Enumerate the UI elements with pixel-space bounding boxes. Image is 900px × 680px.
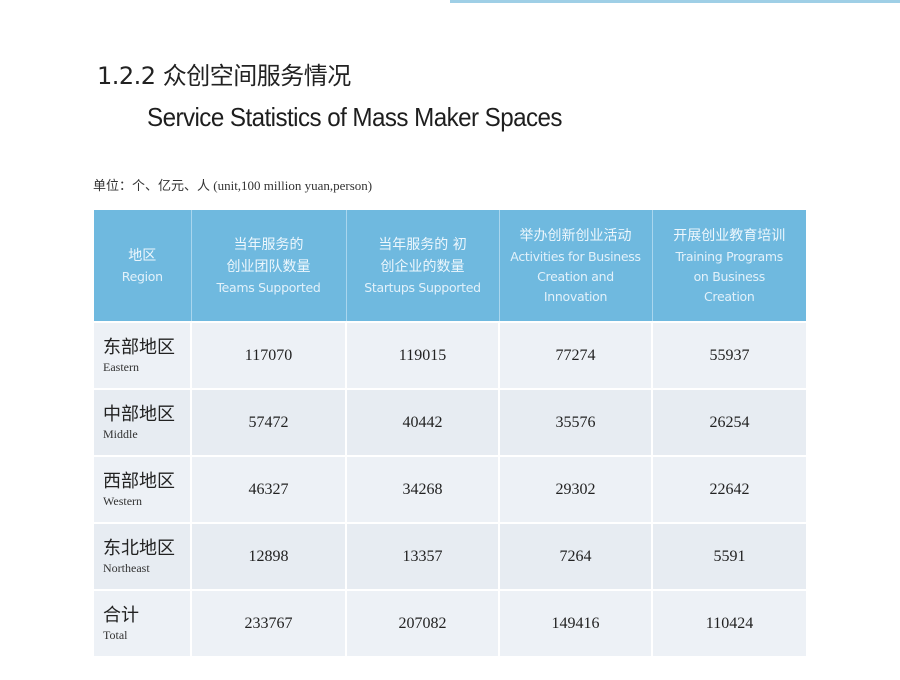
region-name-en: Northeast xyxy=(103,560,150,575)
teams-cell: 57472 xyxy=(191,388,347,456)
table-row-western: 西部地区 Western 46327 34268 29302 22642 xyxy=(94,455,806,523)
table-row-total: 合计 Total 233767 207082 149416 110424 xyxy=(94,589,806,656)
table-row-northeast: 东北地区 Northeast 12898 13357 7264 5591 xyxy=(94,522,806,590)
region-name-zh: 合计 xyxy=(103,604,139,625)
teams-cell: 117070 xyxy=(191,321,347,389)
column-header-zh: 举办创新创业活动 xyxy=(519,227,632,244)
region-name-en: Eastern xyxy=(103,359,139,374)
table-header-row: 地区 Region 当年服务的 创业团队数量 Teams Supported 当… xyxy=(94,210,806,322)
column-header-zh: 当年服务的 创业团队数量 xyxy=(226,236,311,275)
section-title-en: Service Statistics of Mass Maker Spaces xyxy=(147,102,563,132)
region-cell: 中部地区 Middle xyxy=(94,388,192,456)
startups-cell: 207082 xyxy=(346,589,500,656)
region-cell: 东北地区 Northeast xyxy=(94,522,192,590)
column-header-startups: 当年服务的 初创企业的数量 Startups Supported xyxy=(346,210,500,322)
column-header-region: 地区 Region xyxy=(94,210,192,322)
column-header-en: Activities for Business Creation and Inn… xyxy=(510,248,641,304)
column-header-training: 开展创业教育培训 Training Programs on Business C… xyxy=(652,210,806,322)
activities-cell: 35576 xyxy=(499,388,653,456)
startups-cell: 40442 xyxy=(346,388,500,456)
training-cell: 26254 xyxy=(652,388,806,456)
activities-cell: 29302 xyxy=(499,455,653,523)
activities-cell: 77274 xyxy=(499,321,653,389)
startups-cell: 119015 xyxy=(346,321,500,389)
training-cell: 110424 xyxy=(652,589,806,656)
teams-cell: 46327 xyxy=(191,455,347,523)
region-cell: 西部地区 Western xyxy=(94,455,192,523)
column-header-en: Training Programs on Business Creation xyxy=(675,248,784,304)
training-cell: 5591 xyxy=(652,522,806,590)
column-header-teams: 当年服务的 创业团队数量 Teams Supported xyxy=(191,210,347,322)
table-row-eastern: 东部地区 Eastern 117070 119015 77274 55937 xyxy=(94,321,806,389)
region-name-en: Middle xyxy=(103,426,138,441)
region-name-zh: 东部地区 xyxy=(103,336,175,357)
column-header-activities: 举办创新创业活动 Activities for Business Creatio… xyxy=(499,210,653,322)
column-header-zh: 当年服务的 初创企业的数量 xyxy=(378,236,467,275)
column-header-en: Startups Supported xyxy=(364,279,481,295)
statistics-table: 地区 Region 当年服务的 创业团队数量 Teams Supported 当… xyxy=(94,210,806,656)
section-title-zh: 1.2.2 众创空间服务情况 xyxy=(97,62,351,90)
region-name-en: Western xyxy=(103,493,143,508)
activities-cell: 149416 xyxy=(499,589,653,656)
unit-note: 单位：个、亿元、人 (unit,100 million yuan,person) xyxy=(93,178,373,193)
region-name-zh: 西部地区 xyxy=(103,470,175,491)
region-cell: 东部地区 Eastern xyxy=(94,321,192,389)
startups-cell: 34268 xyxy=(346,455,500,523)
region-cell: 合计 Total xyxy=(94,589,192,656)
column-header-zh: 开展创业教育培训 xyxy=(673,227,786,244)
region-name-zh: 中部地区 xyxy=(103,403,175,424)
teams-cell: 233767 xyxy=(191,589,347,656)
top-accent-bar xyxy=(450,0,900,3)
training-cell: 22642 xyxy=(652,455,806,523)
column-header-en: Region xyxy=(121,268,163,284)
column-header-zh: 地区 xyxy=(128,247,157,264)
activities-cell: 7264 xyxy=(499,522,653,590)
startups-cell: 13357 xyxy=(346,522,500,590)
column-header-en: Teams Supported xyxy=(216,279,321,295)
region-name-zh: 东北地区 xyxy=(103,537,175,558)
teams-cell: 12898 xyxy=(191,522,347,590)
training-cell: 55937 xyxy=(652,321,806,389)
table-row-middle: 中部地区 Middle 57472 40442 35576 26254 xyxy=(94,388,806,456)
region-name-en: Total xyxy=(103,627,128,642)
